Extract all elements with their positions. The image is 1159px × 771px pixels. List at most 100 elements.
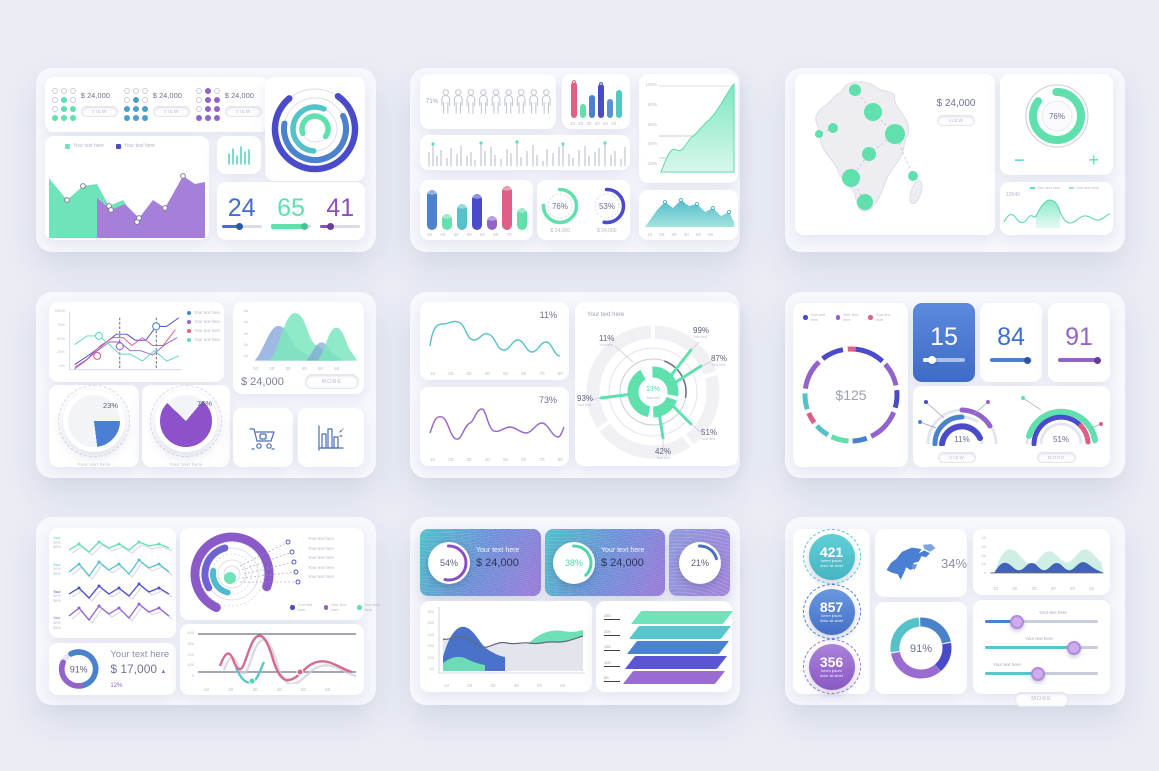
gradient-stat-card[interactable]: 54% Your text here $ 24,000: [420, 529, 541, 596]
africa-map: [815, 81, 923, 212]
stat-ring: [681, 544, 719, 582]
badges-card: 421 lorem ipsum dolor sit amet 857 lorem…: [793, 529, 870, 694]
growth-area-chart: [659, 82, 735, 173]
view-button[interactable]: VIEW: [80, 106, 119, 117]
kpi-slider[interactable]: [1058, 356, 1101, 364]
gradient-stat-card[interactable]: 38% Your text here $ 24,000: [545, 529, 665, 596]
stat-amount: $ 24,000: [152, 91, 182, 100]
semi-gauges-card: 11% VIEW 51% MORE: [913, 386, 1110, 467]
slider-knob[interactable]: [1067, 640, 1082, 655]
legend-label: Your text here: [875, 313, 891, 322]
dot-matrix-icon: [123, 87, 149, 122]
radial-chart-card: Your text here 13% Your text: [575, 302, 738, 466]
stat-amount: $ 24,000: [80, 91, 110, 100]
slider-row: Your text here: [985, 658, 1098, 684]
decrease-button[interactable]: −: [1014, 150, 1025, 170]
donut-text: Your text here: [110, 648, 170, 660]
kpi-card-selected[interactable]: 15: [913, 303, 975, 382]
kpi-card-blue[interactable]: 84: [980, 303, 1042, 382]
slider-track[interactable]: [985, 620, 1098, 623]
kpi-slider[interactable]: [923, 356, 965, 364]
x-axis-labels: 10 20 30 40 50 60: [570, 121, 617, 126]
north-america-card: 34%: [875, 529, 967, 597]
kpi-slider[interactable]: [221, 223, 262, 230]
increase-button[interactable]: +: [1088, 150, 1099, 170]
segmented-donut-chart: 91%: [890, 617, 952, 679]
legend-label: Your text here: [297, 603, 313, 612]
kpi-numbers-card: 24 65 41: [217, 182, 365, 240]
x-axis-labels: 10 20 30 40 50 60 70 80: [430, 371, 563, 376]
kpi-value: 15: [930, 323, 958, 351]
small-bars-card: 10 20 30 40 50 60: [562, 74, 630, 129]
map-percent: 34%: [940, 555, 967, 571]
gauge-percent: 11%: [955, 435, 970, 444]
legend-label: Your text here: [331, 603, 346, 612]
cylinder-bars-card: 10 20 30 40 50 60 70: [420, 180, 533, 240]
mini-widget-card[interactable]: [217, 136, 261, 174]
wave-mini-card: Your text here Your text here 12540: [1000, 182, 1113, 235]
stat-percent: 54%: [439, 558, 458, 568]
stat-ring: [555, 544, 593, 582]
slider-knob[interactable]: [1031, 666, 1046, 681]
x-axis-labels: 10 20 30 40 50 60: [444, 683, 566, 688]
x-axis-labels: 10 20 30 40 50 60 70: [427, 232, 512, 237]
more-button[interactable]: MORE: [1014, 691, 1069, 707]
legend-label: Your text here: [123, 143, 155, 149]
x-axis-labels: 10 20 30 40 50 60 70 80: [430, 457, 563, 462]
shopping-cart-icon: [249, 427, 276, 450]
report-widget-card[interactable]: [298, 408, 364, 467]
slider-label: Your text here: [1025, 636, 1053, 641]
legend-label: Your text here: [194, 310, 220, 315]
radial-label: 51%: [701, 428, 718, 437]
pie-chart: 23%: [63, 390, 125, 452]
mountain-chart-card: 10 20 30 40 50 60: [639, 190, 738, 240]
panel-overview-1: $ 24,000 VIEW $ 24,000 VIEW: [36, 68, 376, 252]
gauge-amount: $ 24,000: [597, 228, 617, 234]
multi-line-card: 100% 75% 50% 25% 0% Your text here Your tex…: [49, 302, 224, 382]
x-axis-labels: 10 20 30 40 50 60: [204, 687, 331, 692]
stacked-area-chart: [438, 607, 585, 674]
stat-amount: $ 24,000: [224, 91, 254, 100]
kpi-slider[interactable]: [270, 223, 311, 230]
panel-gradient-stats: 54% Your text here $ 24,000 38% Your tex…: [410, 517, 740, 705]
radial-label: 11%: [599, 334, 615, 343]
legend-label: Your text here: [1037, 186, 1061, 190]
kpi-slider[interactable]: [320, 223, 361, 230]
kpi-card-purple[interactable]: 91: [1048, 303, 1110, 382]
bar-graph-icon: [318, 424, 345, 451]
view-button[interactable]: VIEW: [938, 452, 976, 463]
slider-label: Your text here: [993, 662, 1021, 667]
dot-matrix-icon: [51, 87, 77, 122]
view-button[interactable]: VIEW: [937, 115, 975, 126]
more-button[interactable]: MORE: [304, 374, 359, 389]
stat-group-purple: $ 24,000 VIEW: [195, 87, 263, 122]
x-axis-labels: 10 20 30 40 50 60: [647, 232, 714, 237]
slider-track[interactable]: [985, 646, 1098, 649]
slider-label: Your text here: [1039, 610, 1067, 615]
cart-widget-card[interactable]: [233, 408, 293, 467]
sliders-card: Your text here Your text here Your text …: [973, 600, 1110, 707]
chart-percent: 11%: [539, 310, 557, 320]
view-button[interactable]: VIEW: [224, 106, 263, 117]
delta-up-indicator: ▲ 12%: [110, 668, 167, 689]
spiral-chart: [190, 532, 301, 616]
more-button[interactable]: MORE: [1036, 452, 1077, 463]
view-button[interactable]: VIEW: [152, 106, 191, 117]
kpi-slider[interactable]: [990, 356, 1032, 364]
wave-chart: [1003, 199, 1111, 228]
stat-group-green: $ 24,000 VIEW: [51, 87, 119, 122]
y-axis-labels: 400 300 200 100 0: [187, 630, 194, 678]
dual-area-chart: [49, 173, 205, 238]
legend-label: Your text here: [1075, 186, 1100, 190]
semi-gauge-right: 51% MORE: [1015, 386, 1107, 467]
donut-percent: 91%: [910, 643, 932, 655]
legend-label: Your text here: [194, 337, 220, 342]
segment-ring-card: Your text here Your text here Your text …: [793, 303, 908, 467]
slider-knob[interactable]: [1009, 614, 1024, 629]
multi-line-chart: [69, 312, 183, 371]
gauge-percent: 53%: [599, 202, 615, 211]
line-chart-card-purple: 73% 10 20 30 40 50 60 70 80: [420, 387, 569, 466]
donut-percent: 91%: [70, 664, 88, 674]
gradient-stat-card[interactable]: 21%: [669, 529, 730, 596]
legend-label: Your text here: [194, 328, 220, 333]
